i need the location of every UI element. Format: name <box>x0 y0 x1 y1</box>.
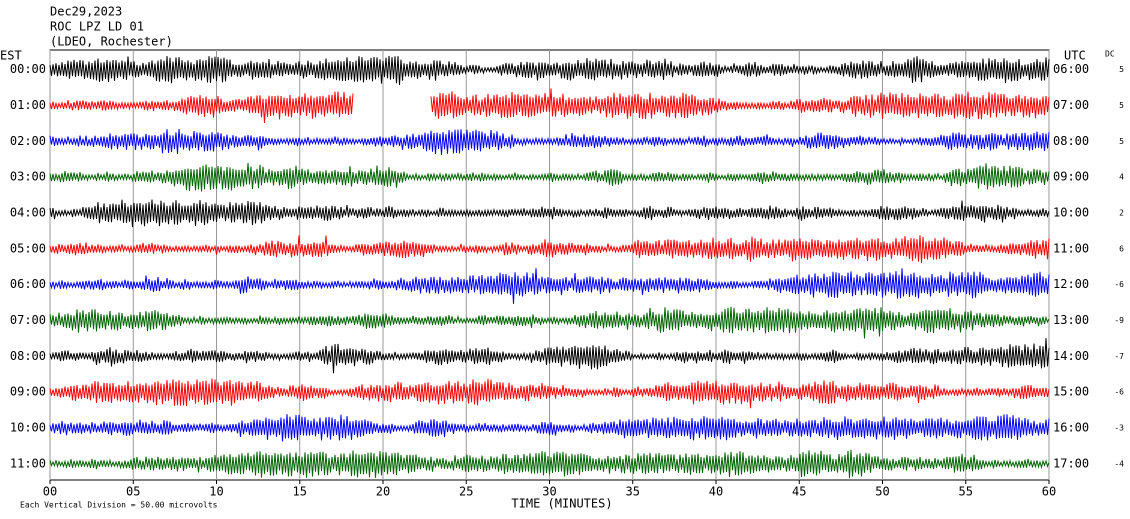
est-label: 06:00 <box>10 277 46 291</box>
dc-value: 4 <box>1119 173 1124 182</box>
utc-label: 16:00 <box>1053 421 1089 435</box>
est-label: 09:00 <box>10 385 46 399</box>
est-label: 11:00 <box>10 456 46 470</box>
est-label: 03:00 <box>10 170 46 184</box>
x-tick-label: 40 <box>709 485 723 499</box>
dc-value: -3 <box>1114 424 1124 433</box>
trace <box>49 449 1050 479</box>
trace <box>49 306 1050 339</box>
x-tick-label: 20 <box>376 485 390 499</box>
trace <box>49 199 1050 228</box>
title-line: (LDEO, Rochester) <box>50 35 173 49</box>
scale-note: Each Vertical Division = 50.00 microvolt… <box>20 501 218 510</box>
right-zone: UTC <box>1064 49 1086 63</box>
x-tick-label: 60 <box>1042 485 1056 499</box>
utc-label: 09:00 <box>1053 170 1089 184</box>
utc-label: 07:00 <box>1053 98 1089 112</box>
x-tick-label: 05 <box>126 485 140 499</box>
x-tick-label: 55 <box>959 485 973 499</box>
x-tick-label: 25 <box>459 485 473 499</box>
trace <box>49 128 1050 156</box>
x-tick-label: 35 <box>626 485 640 499</box>
trace <box>49 235 1050 264</box>
est-label: 01:00 <box>10 98 46 112</box>
title-line: ROC LPZ LD 01 <box>50 20 144 34</box>
dc-value: 5 <box>1119 137 1124 146</box>
est-label: 07:00 <box>10 313 46 327</box>
x-axis-label: TIME (MINUTES) <box>511 497 612 511</box>
trace <box>49 162 1050 192</box>
dc-value: -9 <box>1114 316 1124 325</box>
utc-label: 10:00 <box>1053 206 1089 220</box>
dc-value: -7 <box>1114 352 1124 361</box>
utc-label: 06:00 <box>1053 62 1089 76</box>
utc-label: 08:00 <box>1053 134 1089 148</box>
utc-label: 17:00 <box>1053 456 1089 470</box>
title-line: Dec29,2023 <box>50 5 122 19</box>
x-tick-label: 10 <box>209 485 223 499</box>
dc-value: -6 <box>1114 280 1124 289</box>
utc-label: 12:00 <box>1053 277 1089 291</box>
est-label: 05:00 <box>10 241 46 255</box>
x-tick-label: 00 <box>43 485 57 499</box>
est-label: 04:00 <box>10 206 46 220</box>
dc-value: 6 <box>1119 244 1124 253</box>
trace <box>49 414 1050 442</box>
utc-label: 14:00 <box>1053 349 1089 363</box>
left-zone: EST <box>0 49 22 63</box>
trace <box>49 338 1050 374</box>
dc-value: -4 <box>1114 459 1124 468</box>
est-label: 08:00 <box>10 349 46 363</box>
dc-value: 2 <box>1119 209 1124 218</box>
trace <box>49 378 1050 409</box>
trace <box>49 88 1050 124</box>
utc-label: 13:00 <box>1053 313 1089 327</box>
x-tick-label: 45 <box>792 485 806 499</box>
utc-label: 15:00 <box>1053 385 1089 399</box>
est-label: 00:00 <box>10 62 46 76</box>
x-tick-label: 30 <box>542 485 556 499</box>
dc-value: -6 <box>1114 388 1124 397</box>
est-label: 02:00 <box>10 134 46 148</box>
trace <box>49 268 1050 304</box>
dc-value: 5 <box>1119 65 1124 74</box>
x-tick-label: 50 <box>875 485 889 499</box>
utc-label: 11:00 <box>1053 241 1089 255</box>
dc-value: 5 <box>1119 101 1124 110</box>
dc-label: DC <box>1105 50 1115 59</box>
est-label: 10:00 <box>10 421 46 435</box>
trace <box>49 55 1050 86</box>
x-tick-label: 15 <box>293 485 307 499</box>
